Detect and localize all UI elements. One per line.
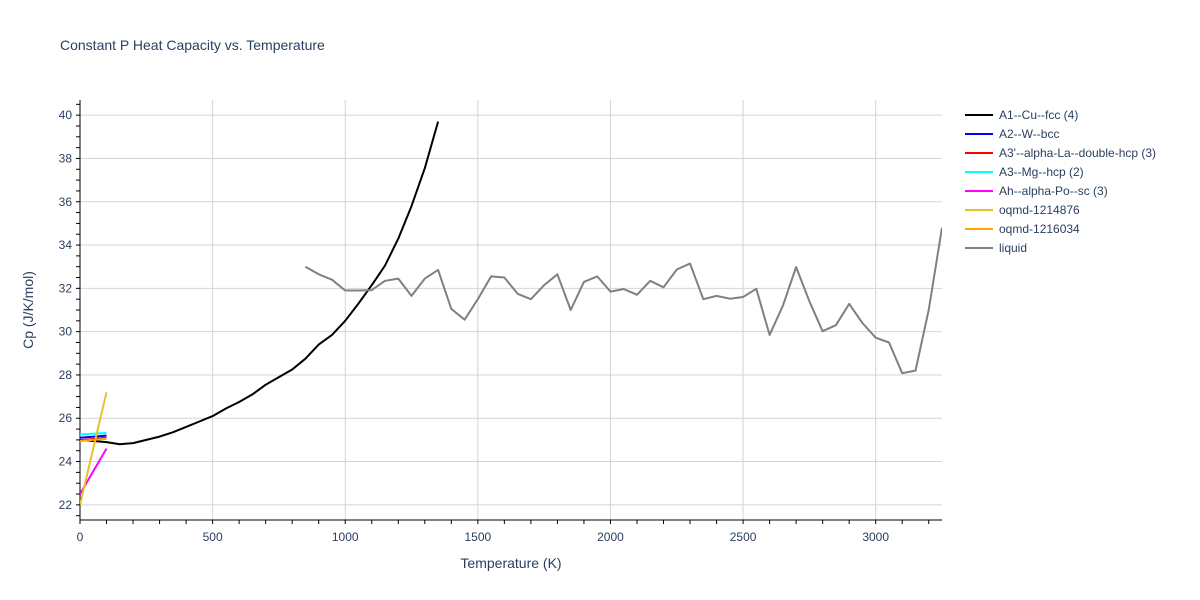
y-tick-label: 26 — [59, 411, 73, 425]
legend-label: oqmd-1216034 — [999, 222, 1080, 236]
legend-label: A3--Mg--hcp (2) — [999, 165, 1084, 179]
y-tick-label: 36 — [59, 195, 73, 209]
series-line-A3--Mg--hcp (2) — [80, 432, 107, 436]
legend-item[interactable]: oqmd-1214876 — [965, 203, 1080, 217]
x-tick-label: 1500 — [464, 530, 491, 544]
y-tick-label: 30 — [59, 325, 73, 339]
x-tick-label: 1000 — [332, 530, 359, 544]
y-axis-label: Cp (J/K/mol) — [20, 271, 36, 349]
legend-item[interactable]: oqmd-1216034 — [965, 222, 1080, 236]
legend[interactable]: A1--Cu--fcc (4) A2--W--bcc A3'--alpha-La--… — [965, 108, 1156, 255]
legend-item[interactable]: A3--Mg--hcp (2) — [965, 165, 1084, 179]
chart-title: Constant P Heat Capacity vs. Temperature — [60, 37, 325, 53]
legend-label: oqmd-1214876 — [999, 203, 1080, 217]
y-tick-label: 34 — [59, 238, 73, 252]
legend-label: liquid — [999, 241, 1027, 255]
x-tick-label: 3000 — [862, 530, 889, 544]
legend-label: A3'--alpha-La--double-hcp (3) — [999, 146, 1156, 160]
series-line-A2--W--bcc — [80, 434, 107, 439]
y-tick-label: 22 — [59, 498, 73, 512]
x-tick-label: 0 — [77, 530, 84, 544]
legend-item[interactable]: A1--Cu--fcc (4) — [965, 108, 1078, 122]
x-tick-label: 2500 — [730, 530, 757, 544]
plot-area — [80, 121, 942, 506]
grid — [80, 100, 942, 520]
series-line-liquid — [304, 227, 942, 375]
legend-item[interactable]: Ah--alpha-Po--sc (3) — [965, 184, 1108, 198]
series-line-oqmd-1214876 — [80, 392, 108, 506]
x-axis-label: Temperature (K) — [460, 555, 561, 571]
y-tick-label: 40 — [59, 108, 73, 122]
y-tick-label: 32 — [59, 281, 73, 295]
legend-label: A2--W--bcc — [999, 127, 1059, 141]
axes: 0 500 1000 1500 2000 2500 3000 22 24 26 28 30 32 34 36… — [59, 100, 942, 544]
legend-label: A1--Cu--fcc (4) — [999, 108, 1078, 122]
y-tick-label: 38 — [59, 151, 73, 165]
x-tick-label: 500 — [203, 530, 223, 544]
legend-item[interactable]: liquid — [965, 241, 1027, 255]
series-line-oqmd-1216034 — [80, 437, 107, 442]
legend-item[interactable]: A3'--alpha-La--double-hcp (3) — [965, 146, 1156, 160]
x-tick-label: 2000 — [597, 530, 624, 544]
legend-label: Ah--alpha-Po--sc (3) — [999, 184, 1108, 198]
series-line-A1--Cu--fcc (4) — [80, 121, 440, 446]
y-tick-label: 28 — [59, 368, 73, 382]
y-tick-label: 24 — [59, 455, 73, 469]
legend-item[interactable]: A2--W--bcc — [965, 127, 1059, 141]
